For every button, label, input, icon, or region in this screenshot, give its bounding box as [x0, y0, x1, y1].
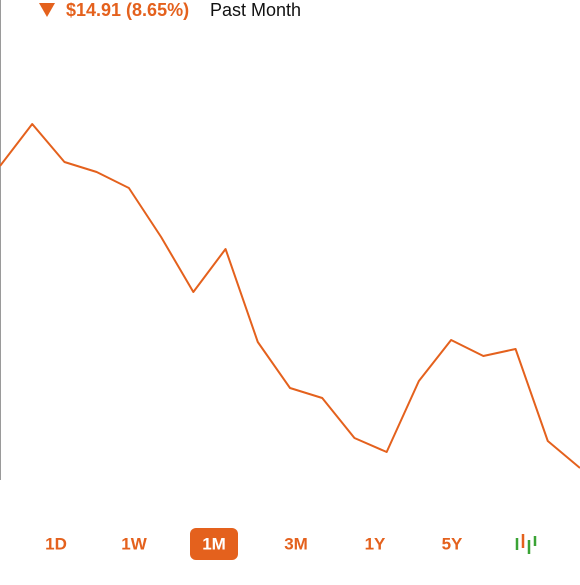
- range-selected-bg[interactable]: [190, 528, 238, 560]
- period-label: Past Month: [210, 0, 301, 20]
- range-button[interactable]: 3M: [284, 534, 308, 553]
- range-button[interactable]: 1W: [121, 534, 147, 553]
- range-button[interactable]: 1M: [202, 534, 226, 553]
- candle-icon[interactable]: [515, 534, 537, 554]
- price-line: [0, 123, 580, 469]
- down-arrow: [39, 3, 55, 17]
- range-button[interactable]: 5Y: [442, 534, 463, 553]
- range-button[interactable]: 1D: [45, 534, 67, 553]
- range-button[interactable]: 1Y: [365, 534, 386, 553]
- price-change: $14.91 (8.65%): [66, 0, 189, 20]
